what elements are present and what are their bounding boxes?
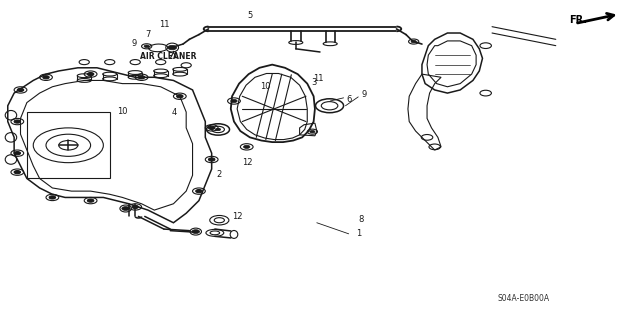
Text: 7: 7 — [145, 30, 150, 39]
Text: 10: 10 — [117, 107, 128, 116]
Circle shape — [14, 152, 20, 155]
Text: 8: 8 — [359, 215, 364, 224]
Text: 12: 12 — [232, 212, 243, 221]
Text: S04A-E0B00A: S04A-E0B00A — [498, 294, 550, 303]
Text: 12: 12 — [242, 158, 253, 167]
Circle shape — [14, 171, 20, 174]
Circle shape — [132, 205, 138, 209]
Circle shape — [177, 95, 183, 98]
Circle shape — [14, 120, 20, 123]
Circle shape — [310, 130, 315, 133]
Circle shape — [122, 207, 129, 211]
Circle shape — [49, 196, 56, 199]
Text: FR.: FR. — [569, 15, 587, 26]
Text: 2: 2 — [217, 170, 222, 179]
Text: 6: 6 — [347, 95, 352, 104]
Text: 10: 10 — [260, 82, 271, 91]
Circle shape — [17, 88, 24, 92]
Circle shape — [209, 126, 215, 130]
Text: 11: 11 — [159, 20, 170, 29]
Circle shape — [192, 230, 200, 234]
Circle shape — [196, 189, 202, 193]
Circle shape — [88, 199, 94, 202]
Circle shape — [216, 128, 221, 131]
Circle shape — [411, 40, 416, 43]
Text: 11: 11 — [313, 74, 323, 83]
Circle shape — [209, 158, 215, 161]
Circle shape — [244, 145, 250, 148]
Circle shape — [88, 72, 94, 76]
Text: 9: 9 — [362, 90, 367, 99]
Circle shape — [138, 76, 145, 79]
Text: 5: 5 — [247, 11, 253, 20]
Circle shape — [168, 45, 177, 50]
Circle shape — [231, 100, 237, 103]
Text: 4: 4 — [172, 108, 177, 116]
Circle shape — [43, 76, 49, 79]
Text: 9: 9 — [132, 39, 137, 48]
Text: 3: 3 — [311, 78, 316, 86]
Text: 1: 1 — [356, 229, 361, 238]
Circle shape — [144, 45, 149, 48]
Text: AIR CLEANER: AIR CLEANER — [140, 52, 196, 61]
